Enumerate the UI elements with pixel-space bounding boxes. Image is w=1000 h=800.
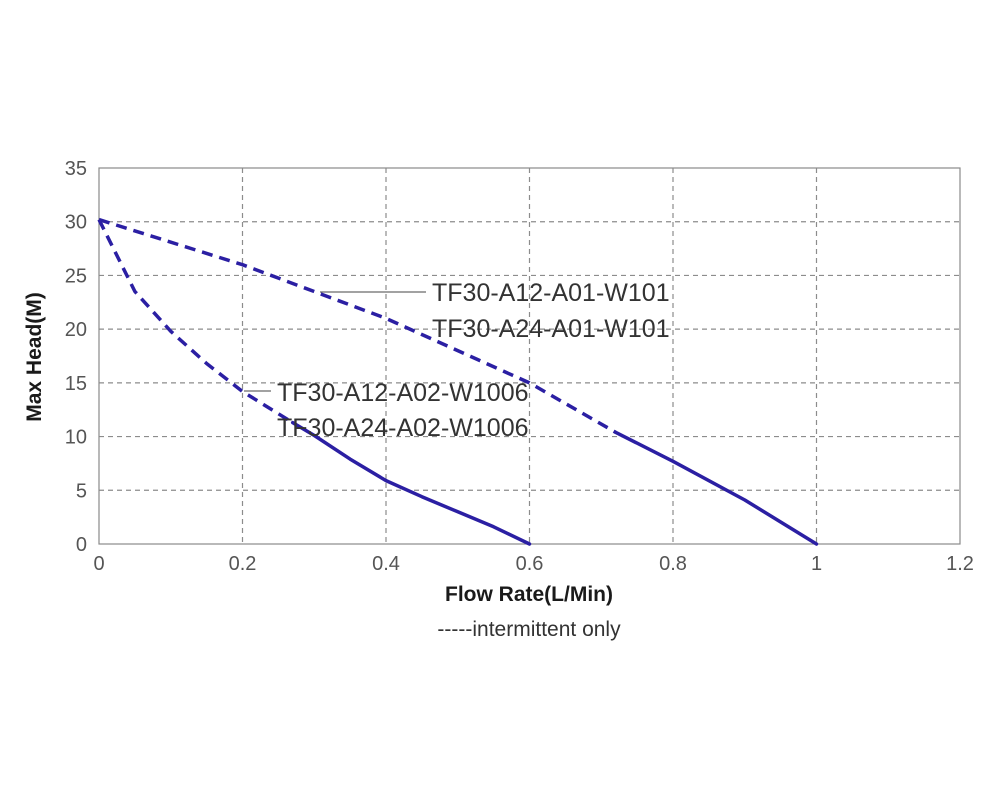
series-label-upper-2: TF30-A24-A01-W101: [432, 315, 670, 343]
series-lower-dashed: [97, 218, 294, 425]
x-tick-label: 0: [93, 553, 104, 575]
y-tick-label: 15: [65, 373, 87, 395]
x-tick-label: 1: [811, 553, 822, 575]
y-tick-label: 35: [65, 158, 87, 180]
x-tick-label: 0.8: [659, 553, 687, 575]
intermittent-note: -----intermittent only: [437, 618, 621, 641]
x-tick-label: 1.2: [946, 553, 974, 575]
series-label-upper-1: TF30-A12-A01-W101: [432, 279, 670, 307]
series-label-lower-2: TF30-A24-A02-W1006: [277, 414, 529, 442]
series-upper-solid: [613, 430, 819, 546]
x-tick-label: 0.2: [229, 553, 257, 575]
y-tick-label: 10: [65, 427, 87, 449]
series-label-lower-1: TF30-A12-A02-W1006: [277, 379, 529, 407]
x-tick-label: 0.4: [372, 553, 400, 575]
y-tick-label: 30: [65, 212, 87, 234]
y-tick-label: 25: [65, 265, 87, 287]
grid: [99, 168, 960, 544]
tick-labels: 0 0.2 0.4 0.6 0.8 1 1.2 0 5 10 15 20 25 30 35: [65, 158, 974, 575]
y-tick-label: 5: [76, 480, 87, 502]
series-lines: [97, 217, 819, 546]
series-lower-solid: [290, 420, 532, 546]
series-upper-dashed: [98, 217, 617, 434]
y-tick-label: 0: [76, 534, 87, 556]
x-tick-label: 0.6: [516, 553, 544, 575]
y-tick-label: 20: [65, 319, 87, 341]
y-axis-title: Max Head(M): [23, 292, 46, 422]
series-labels: TF30-A12-A01-W101 TF30-A24-A01-W101 TF30…: [244, 279, 670, 442]
x-axis-title: Flow Rate(L/Min): [445, 583, 613, 606]
